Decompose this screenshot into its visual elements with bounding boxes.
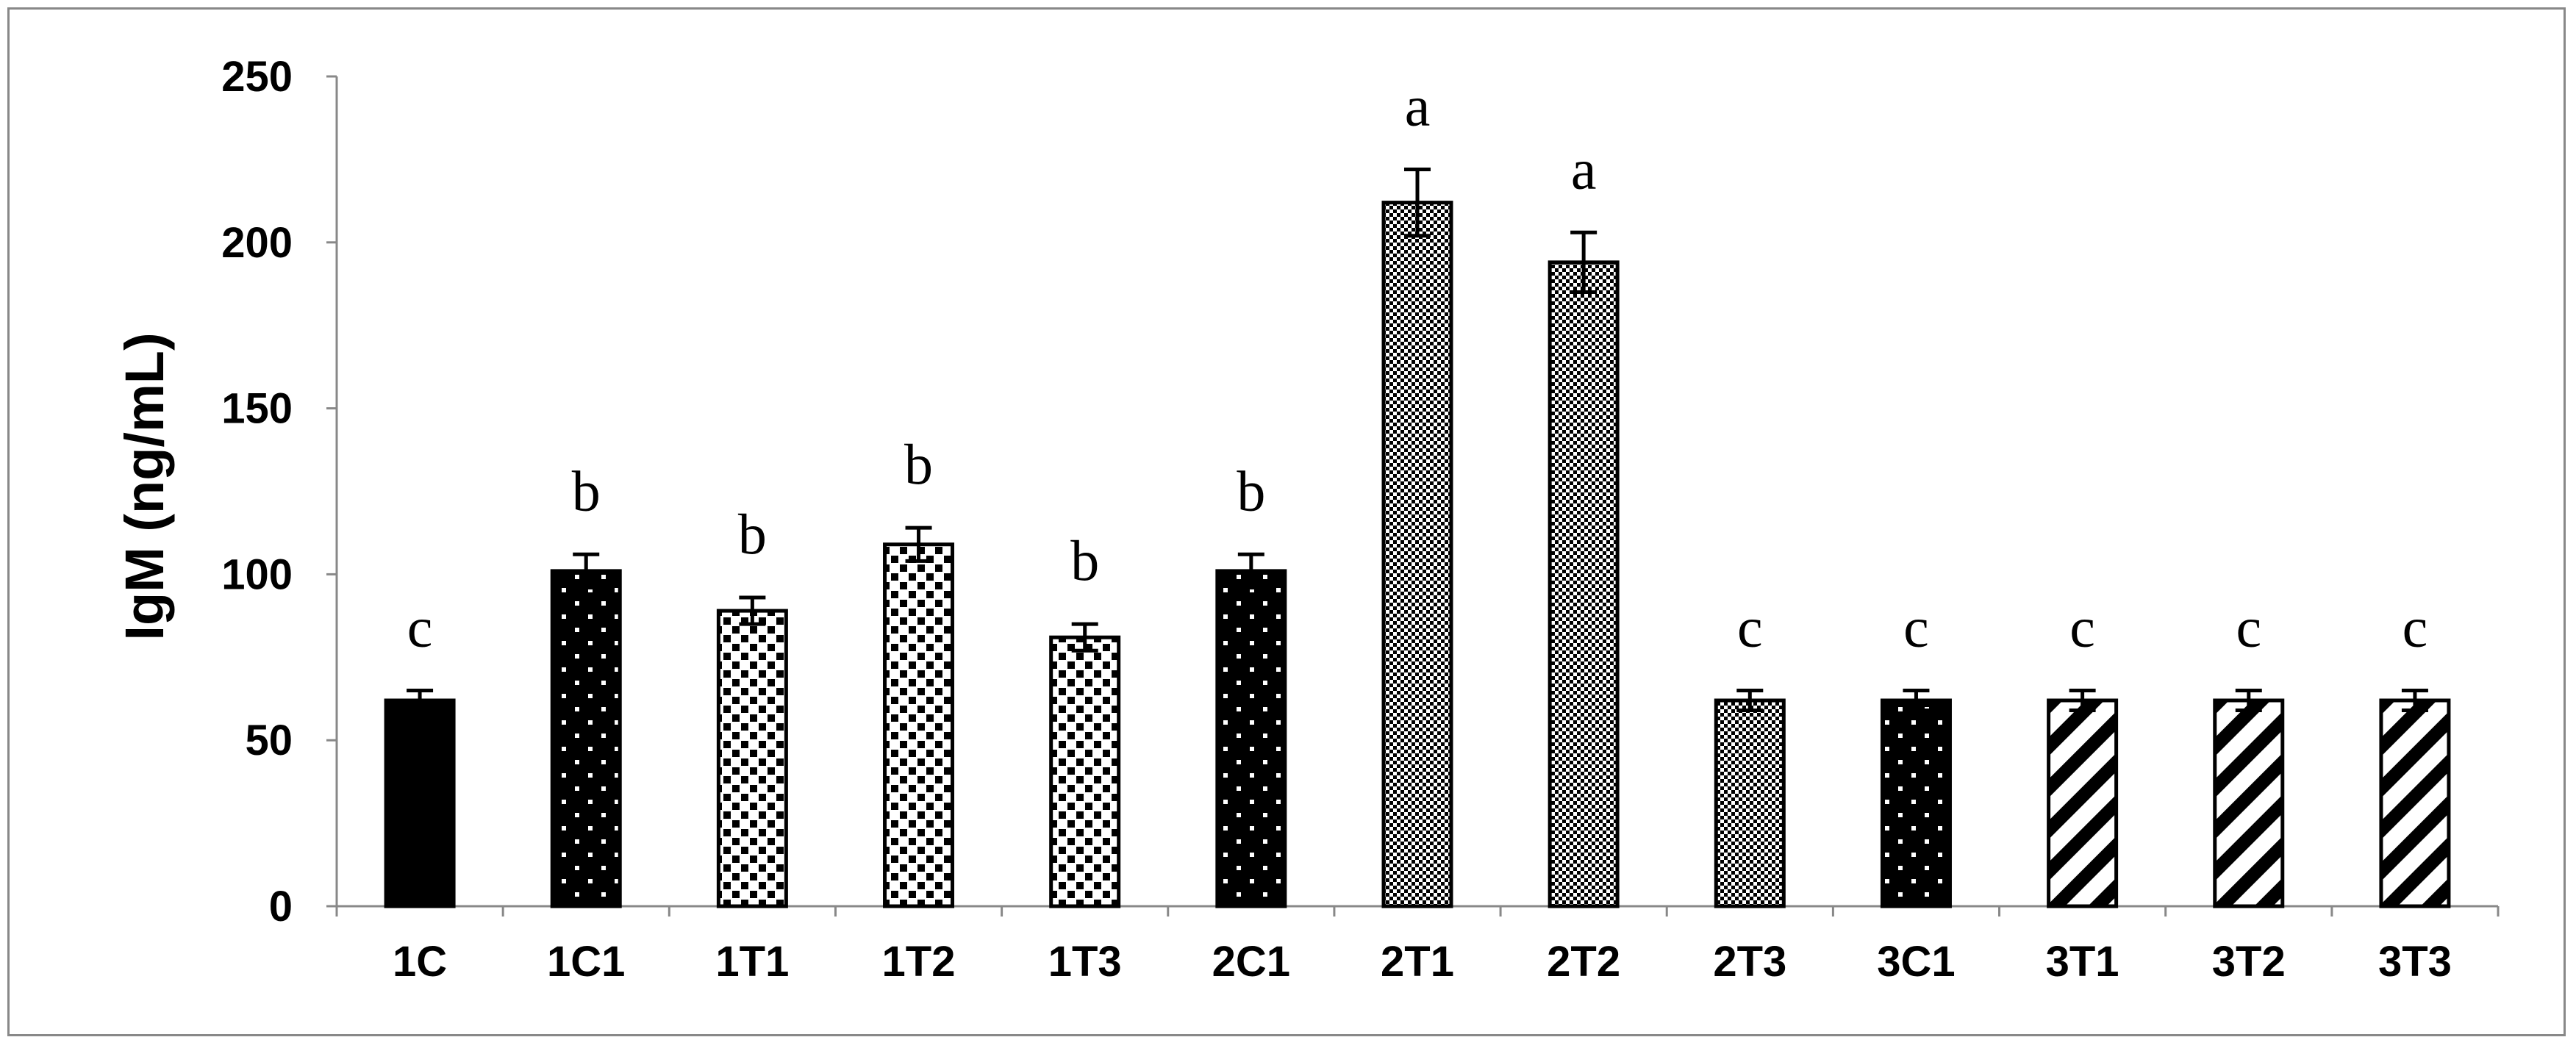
x-tick-label-2T2: 2T2 [1547,938,1620,986]
y-axis-label: IgM (ng/mL) [114,332,175,640]
x-tick-label-1T1: 1T1 [715,938,789,986]
significance-letter-2T2: a [1571,137,1597,201]
significance-letter-3T2: c [2236,595,2261,659]
bar-2T2 [1548,260,1620,908]
significance-letter-1T3: b [1070,528,1099,592]
bar-3C1 [1880,698,1952,908]
error-bar-3C1 [1903,688,1930,713]
bar-2T1 [1381,201,1453,908]
error-bar-1C1 [573,552,600,589]
y-tick-label: 100 [221,550,293,598]
bar-1T3 [1049,635,1121,908]
significance-letter-1T1: b [738,502,767,566]
y-tick-label: 150 [221,385,293,433]
significance-letter-3C1: c [1903,595,1929,659]
x-tick-label-1C1: 1C1 [547,938,625,986]
error-bar-3T1 [2069,688,2096,713]
significance-letter-2C1: b [1237,459,1265,523]
bar-series: c b b b b b a a c c c c c [384,73,2451,908]
significance-letter-3T3: c [2403,595,2428,659]
bar-1T2 [883,542,955,908]
x-tick-label-3T2: 3T2 [2212,938,2286,986]
x-tick-label-3T1: 3T1 [2046,938,2119,986]
y-tick-label: 250 [221,53,293,101]
error-bar-1C [407,688,434,713]
bar-2T3 [1714,698,1786,908]
x-axis-tick-labels: 1C 1C1 1T1 1T2 1T3 2C1 2T1 2T2 2T3 3C1 3T1 3T2 3T3 [393,938,2452,986]
x-tick-label-1C: 1C [393,938,447,986]
error-bar-1T2 [905,526,932,563]
error-bar-2T2 [1570,230,1598,295]
x-tick-label-2C1: 2C1 [1212,938,1290,986]
significance-letter-3T1: c [2069,595,2095,659]
bar-2C1 [1215,569,1287,908]
x-tick-label-3T3: 3T3 [2378,938,2452,986]
y-tick-label: 200 [221,219,293,267]
x-tick-label-2T3: 2T3 [1713,938,1786,986]
x-tick-label-2T1: 2T1 [1381,938,1454,986]
x-tick-label-1T2: 1T2 [882,938,956,986]
y-axis-ticks: 0 50 100 150 200 250 [221,53,337,930]
bar-1T1 [716,609,788,908]
error-bar-1T3 [1071,622,1098,653]
error-bar-2T3 [1736,688,1764,713]
error-bar-2C1 [1237,552,1264,589]
error-bar-3T2 [2235,688,2262,713]
significance-letter-1C1: b [572,459,601,523]
bar-1C1 [550,569,622,908]
y-tick-label: 0 [269,883,293,930]
x-tick-label-1T3: 1T3 [1048,938,1122,986]
bar-1C [384,698,456,908]
x-tick-label-3C1: 3C1 [1877,938,1955,986]
bar-3T3 [2379,698,2451,908]
error-bar-2T1 [1404,167,1431,238]
bar-3T2 [2213,698,2285,908]
error-bar-3T3 [2401,688,2428,713]
error-bar-1T1 [739,595,766,626]
y-tick-label: 50 [245,717,293,764]
significance-letter-2T1: a [1405,73,1431,137]
bar-3T1 [2047,698,2119,908]
significance-letter-2T3: c [1737,595,1763,659]
significance-letter-1T2: b [904,432,933,496]
significance-letter-1C: c [407,595,433,659]
